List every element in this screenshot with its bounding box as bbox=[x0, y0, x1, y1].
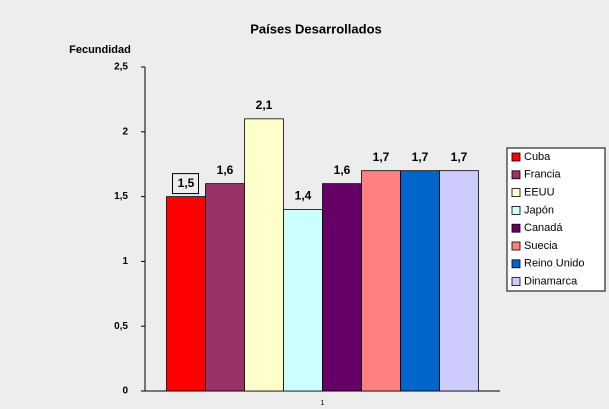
legend-label: Suecia bbox=[524, 240, 559, 252]
bar bbox=[166, 196, 206, 392]
y-axis-label: Fecundidad bbox=[69, 44, 131, 56]
y-tick-label: 1,5 bbox=[114, 191, 128, 202]
legend-swatch bbox=[511, 259, 521, 269]
y-tick-label: 0,5 bbox=[114, 321, 128, 332]
bar bbox=[283, 209, 323, 392]
legend-swatch bbox=[511, 188, 521, 198]
data-label: 1,7 bbox=[412, 150, 429, 164]
data-label: 1,7 bbox=[373, 150, 390, 164]
label-frame bbox=[172, 173, 199, 195]
y-tick-label: 2 bbox=[122, 126, 128, 137]
bar bbox=[400, 170, 440, 392]
legend-box bbox=[506, 147, 606, 292]
data-label: 2,1 bbox=[256, 98, 273, 112]
legend-label: Reino Unido bbox=[524, 258, 585, 270]
bar bbox=[322, 183, 362, 392]
chart-title: Países Desarrollados bbox=[250, 21, 382, 36]
bar bbox=[244, 118, 284, 392]
data-label: 1,6 bbox=[334, 163, 351, 177]
legend-swatch bbox=[511, 205, 521, 215]
legend-swatch bbox=[511, 277, 521, 287]
legend-label: Japón bbox=[524, 204, 554, 216]
data-label: 1,5 bbox=[178, 176, 195, 190]
data-label: 1,6 bbox=[217, 163, 234, 177]
legend-swatch bbox=[511, 223, 521, 233]
y-tick-label: 1 bbox=[122, 256, 128, 267]
data-label: 1,4 bbox=[295, 189, 312, 203]
y-tick-label: 0 bbox=[122, 386, 128, 397]
bar bbox=[205, 183, 245, 392]
legend-swatch bbox=[511, 241, 521, 251]
legend-label: Cuba bbox=[524, 151, 551, 163]
data-label: 1,7 bbox=[451, 150, 468, 164]
legend-label: EEUU bbox=[524, 187, 555, 199]
x-tick-label: 1 bbox=[321, 400, 325, 407]
y-tick-label: 2,5 bbox=[114, 62, 128, 73]
legend-label: Francia bbox=[524, 169, 562, 181]
bar bbox=[361, 170, 401, 392]
legend-swatch bbox=[511, 170, 521, 180]
legend-label: Dinamarca bbox=[524, 276, 578, 288]
legend-swatch bbox=[511, 152, 521, 162]
legend-label: Canadá bbox=[524, 222, 563, 234]
bar bbox=[439, 170, 479, 392]
